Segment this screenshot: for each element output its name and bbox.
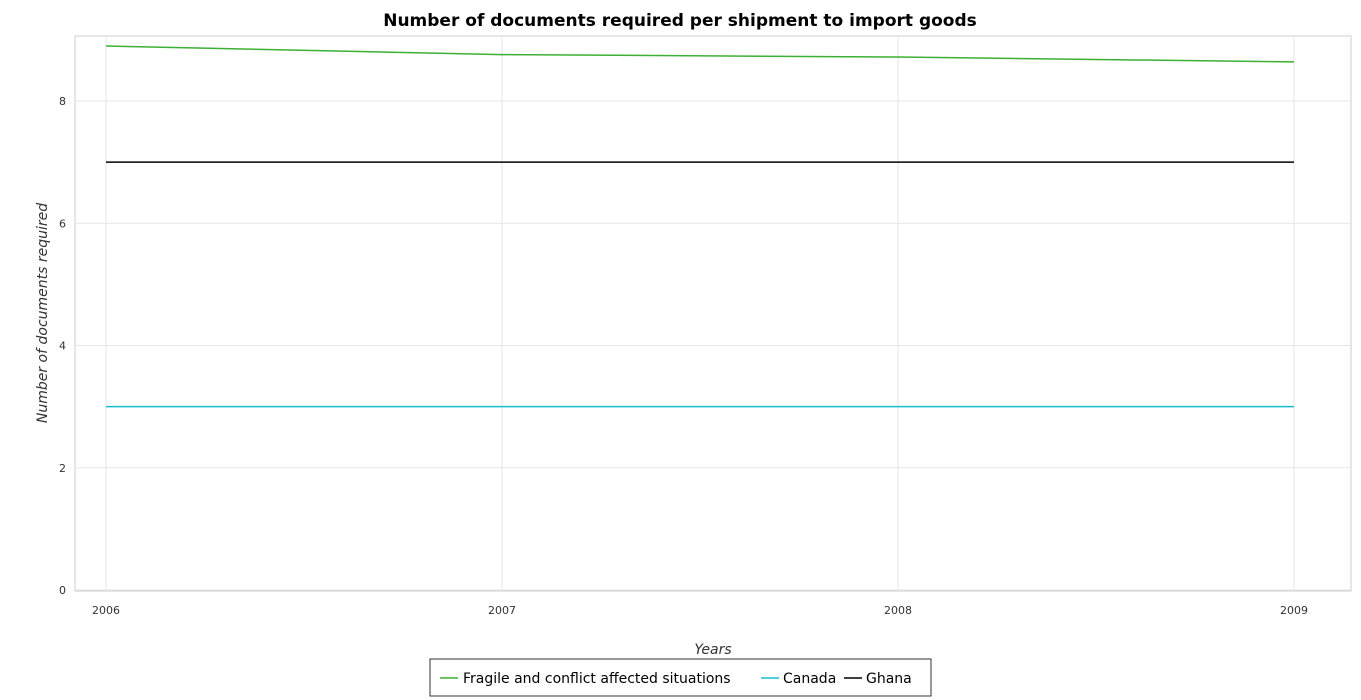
y-tick-label: 2	[59, 462, 66, 475]
x-tick-label: 2006	[92, 604, 120, 617]
y-tick-labels: 0 2 4 6 8	[59, 95, 66, 597]
x-axis-label: Years	[694, 642, 731, 658]
series-line-fragile	[105, 45, 1295, 63]
legend-label-canada: Canada	[783, 671, 836, 687]
series-lines	[105, 45, 1295, 408]
grid-lines	[75, 36, 1351, 591]
legend-label-fragile: Fragile and conflict affected situations	[463, 671, 731, 687]
y-tick-label: 0	[59, 584, 66, 597]
x-tick-labels: 2006 2007 2008 2009	[92, 604, 1308, 617]
chart-title: Number of documents required per shipmen…	[383, 11, 977, 31]
x-tick-label: 2009	[1280, 604, 1308, 617]
x-tick-label: 2008	[884, 604, 912, 617]
plot-area	[74, 35, 1352, 592]
legend: Fragile and conflict affected situations…	[429, 658, 932, 697]
x-tick-label: 2007	[488, 604, 516, 617]
y-tick-label: 8	[59, 95, 66, 108]
legend-label-ghana: Ghana	[866, 671, 912, 687]
y-tick-label: 4	[59, 340, 66, 353]
y-axis-label: Number of documents required	[35, 203, 51, 423]
y-tick-label: 6	[59, 217, 66, 230]
